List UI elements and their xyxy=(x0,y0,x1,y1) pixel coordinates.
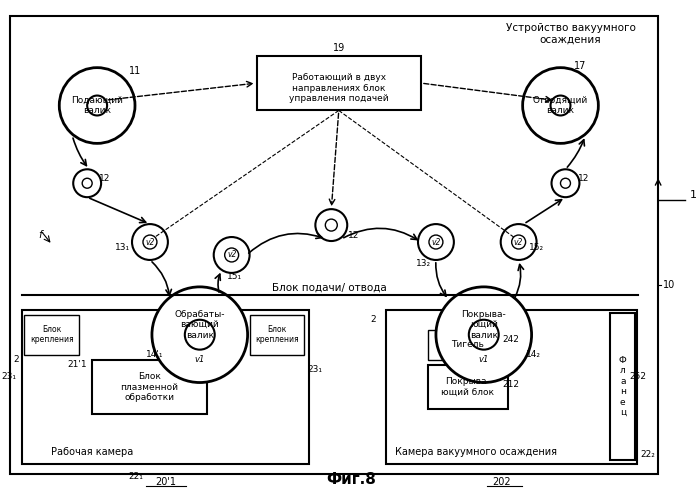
Circle shape xyxy=(224,248,238,262)
Text: 13₂: 13₂ xyxy=(417,259,431,268)
Circle shape xyxy=(143,235,157,249)
Text: Работающий в двух
направлениях блок
управления подачей: Работающий в двух направлениях блок упра… xyxy=(289,73,389,103)
Text: Рабочая камера: Рабочая камера xyxy=(51,447,134,457)
Text: 23₁: 23₁ xyxy=(1,372,16,381)
FancyBboxPatch shape xyxy=(92,360,207,414)
Circle shape xyxy=(551,95,570,115)
Text: 17: 17 xyxy=(575,61,586,71)
Circle shape xyxy=(214,237,250,273)
Text: 202: 202 xyxy=(492,477,511,487)
Circle shape xyxy=(59,68,135,143)
Text: 212: 212 xyxy=(502,380,519,389)
Text: 12: 12 xyxy=(347,231,359,240)
Circle shape xyxy=(512,235,526,249)
Text: v2: v2 xyxy=(514,238,524,247)
Circle shape xyxy=(418,224,454,260)
Circle shape xyxy=(82,178,92,188)
Text: 2: 2 xyxy=(14,355,20,364)
Text: 20'1: 20'1 xyxy=(155,477,176,487)
Text: Фиг.8: Фиг.8 xyxy=(326,472,376,487)
Text: 21'1: 21'1 xyxy=(68,360,87,369)
Text: Подающий
валик: Подающий валик xyxy=(71,96,123,115)
Text: 252: 252 xyxy=(630,372,647,381)
Text: 11: 11 xyxy=(129,66,141,76)
FancyBboxPatch shape xyxy=(428,330,507,360)
Text: 13₁: 13₁ xyxy=(115,243,129,251)
Text: v2: v2 xyxy=(227,250,236,259)
FancyBboxPatch shape xyxy=(22,310,310,464)
Circle shape xyxy=(315,209,347,241)
Text: Устройство вакуумного
осаждения: Устройство вакуумного осаждения xyxy=(505,23,635,44)
Text: Отводящий
валик: Отводящий валик xyxy=(533,96,588,115)
Text: v2: v2 xyxy=(145,238,154,247)
Text: 22₂: 22₂ xyxy=(640,450,655,459)
Circle shape xyxy=(132,224,168,260)
Circle shape xyxy=(561,178,570,188)
Text: 19: 19 xyxy=(333,43,345,53)
Text: 14'₁: 14'₁ xyxy=(146,350,164,359)
Text: Блок подачи/ отвода: Блок подачи/ отвода xyxy=(272,283,387,293)
Circle shape xyxy=(523,68,598,143)
FancyBboxPatch shape xyxy=(386,310,637,464)
Text: 2: 2 xyxy=(370,315,376,324)
Text: 15₁: 15₁ xyxy=(227,272,243,281)
Circle shape xyxy=(73,169,101,197)
Text: v1: v1 xyxy=(194,355,205,364)
Text: Блок
крепления: Блок крепления xyxy=(255,325,298,344)
FancyBboxPatch shape xyxy=(610,313,635,460)
FancyBboxPatch shape xyxy=(250,315,304,355)
Circle shape xyxy=(552,169,579,197)
Text: v2: v2 xyxy=(431,238,440,247)
Circle shape xyxy=(429,235,443,249)
Text: 242: 242 xyxy=(502,335,519,344)
Text: Блок
крепления: Блок крепления xyxy=(30,325,73,344)
Text: 22₁: 22₁ xyxy=(129,472,143,481)
Circle shape xyxy=(185,320,215,350)
Circle shape xyxy=(87,95,107,115)
Text: 14₂: 14₂ xyxy=(526,350,541,359)
Text: Тигель: Тигель xyxy=(452,340,484,349)
Text: 15₂: 15₂ xyxy=(529,243,544,251)
Text: Ф
л
а
н
е
ц: Ф л а н е ц xyxy=(619,356,626,417)
Text: Камера вакуумного осаждения: Камера вакуумного осаждения xyxy=(395,447,557,457)
Circle shape xyxy=(500,224,537,260)
Text: Покрыва-
ющий блок: Покрыва- ющий блок xyxy=(441,377,494,397)
Circle shape xyxy=(436,287,532,383)
FancyBboxPatch shape xyxy=(257,56,421,110)
Text: f: f xyxy=(38,230,42,240)
Text: 23₁: 23₁ xyxy=(308,365,322,374)
Text: Блок
плазменной
обработки: Блок плазменной обработки xyxy=(120,372,178,402)
Text: 12: 12 xyxy=(99,174,111,183)
FancyBboxPatch shape xyxy=(24,315,79,355)
Circle shape xyxy=(152,287,247,383)
Circle shape xyxy=(325,219,338,231)
Text: Покрыва-
ющий
валик: Покрыва- ющий валик xyxy=(461,310,506,339)
Text: 12: 12 xyxy=(577,174,589,183)
Circle shape xyxy=(469,320,498,350)
Text: v1: v1 xyxy=(479,355,489,364)
Text: 1: 1 xyxy=(690,190,697,200)
Text: 10: 10 xyxy=(663,280,675,290)
Text: Обрабаты-
вающий
валик: Обрабаты- вающий валик xyxy=(175,310,225,339)
FancyBboxPatch shape xyxy=(428,365,507,410)
